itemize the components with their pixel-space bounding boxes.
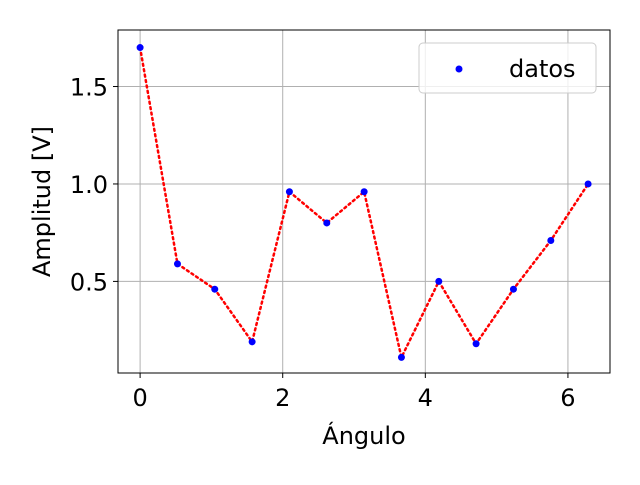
y-tick-label: 1.0 <box>70 171 108 199</box>
data-point <box>136 44 144 52</box>
axes-frame <box>117 29 611 374</box>
ticks: 0 2 4 6 0.5 1.0 1.5 <box>70 74 576 412</box>
data-point <box>584 180 592 188</box>
x-tick-label: 2 <box>275 384 290 412</box>
legend-label-datos: datos <box>509 55 576 83</box>
data-point <box>547 236 555 244</box>
y-tick-label: 0.5 <box>70 268 108 296</box>
x-tick-label: 0 <box>132 384 147 412</box>
legend-box <box>418 42 597 94</box>
y-axis-label: Amplitud [V] <box>28 126 56 277</box>
data-point <box>323 219 331 227</box>
legend-marker-datos <box>455 65 463 73</box>
data-point <box>509 285 517 293</box>
x-tick-label: 4 <box>418 384 433 412</box>
y-tick-label: 1.5 <box>70 74 108 102</box>
data-point <box>248 338 256 346</box>
data-point <box>173 260 181 268</box>
data-points-layer <box>136 44 592 361</box>
data-point <box>360 188 368 196</box>
x-axis-label: Ángulo <box>322 421 405 450</box>
data-point <box>285 188 293 196</box>
data-point <box>435 277 443 285</box>
x-tick-label: 6 <box>560 384 575 412</box>
data-point <box>211 285 219 293</box>
legend: datos <box>418 42 597 94</box>
data-point <box>397 353 405 361</box>
data-point <box>472 340 480 348</box>
